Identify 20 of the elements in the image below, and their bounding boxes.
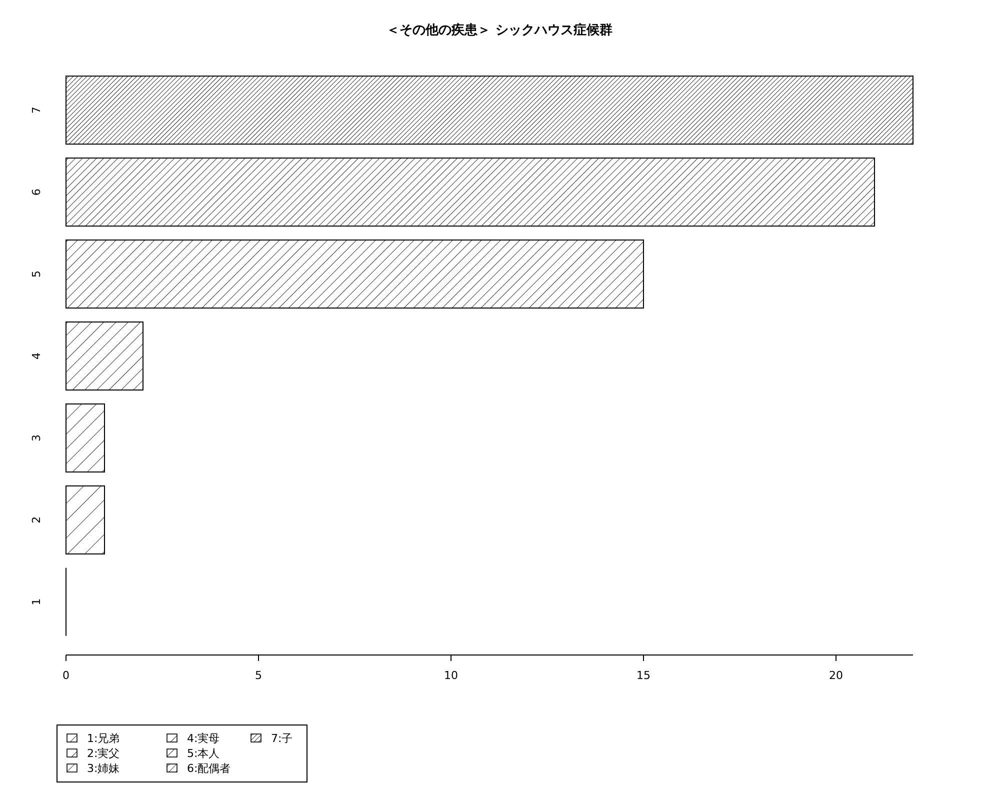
legend-label: 6:配偶者 — [187, 762, 231, 775]
legend-label: 2:実父 — [87, 747, 120, 760]
y-tick-label: 1 — [30, 598, 43, 606]
legend-label: 7:子 — [271, 732, 293, 745]
legend-label: 5:本人 — [187, 747, 220, 760]
y-tick-label: 7 — [30, 106, 43, 114]
x-tick-label: 20 — [829, 669, 843, 682]
legend-label: 4:実母 — [187, 732, 220, 745]
x-tick-label: 10 — [444, 669, 458, 682]
chart-title: ＜その他の疾患＞ シックハウス症候群 — [386, 22, 612, 38]
legend-label: 1:兄弟 — [87, 732, 120, 745]
y-tick-label: 2 — [30, 516, 43, 524]
x-tick-label: 5 — [255, 669, 262, 682]
y-tick-label: 6 — [30, 188, 43, 196]
y-tick-label: 4 — [30, 352, 43, 360]
legend-label: 3:姉妹 — [87, 762, 120, 775]
x-tick-label: 15 — [636, 669, 650, 682]
y-tick-label: 3 — [30, 434, 43, 442]
y-tick-label: 5 — [30, 270, 43, 278]
x-tick-label: 0 — [62, 669, 70, 682]
